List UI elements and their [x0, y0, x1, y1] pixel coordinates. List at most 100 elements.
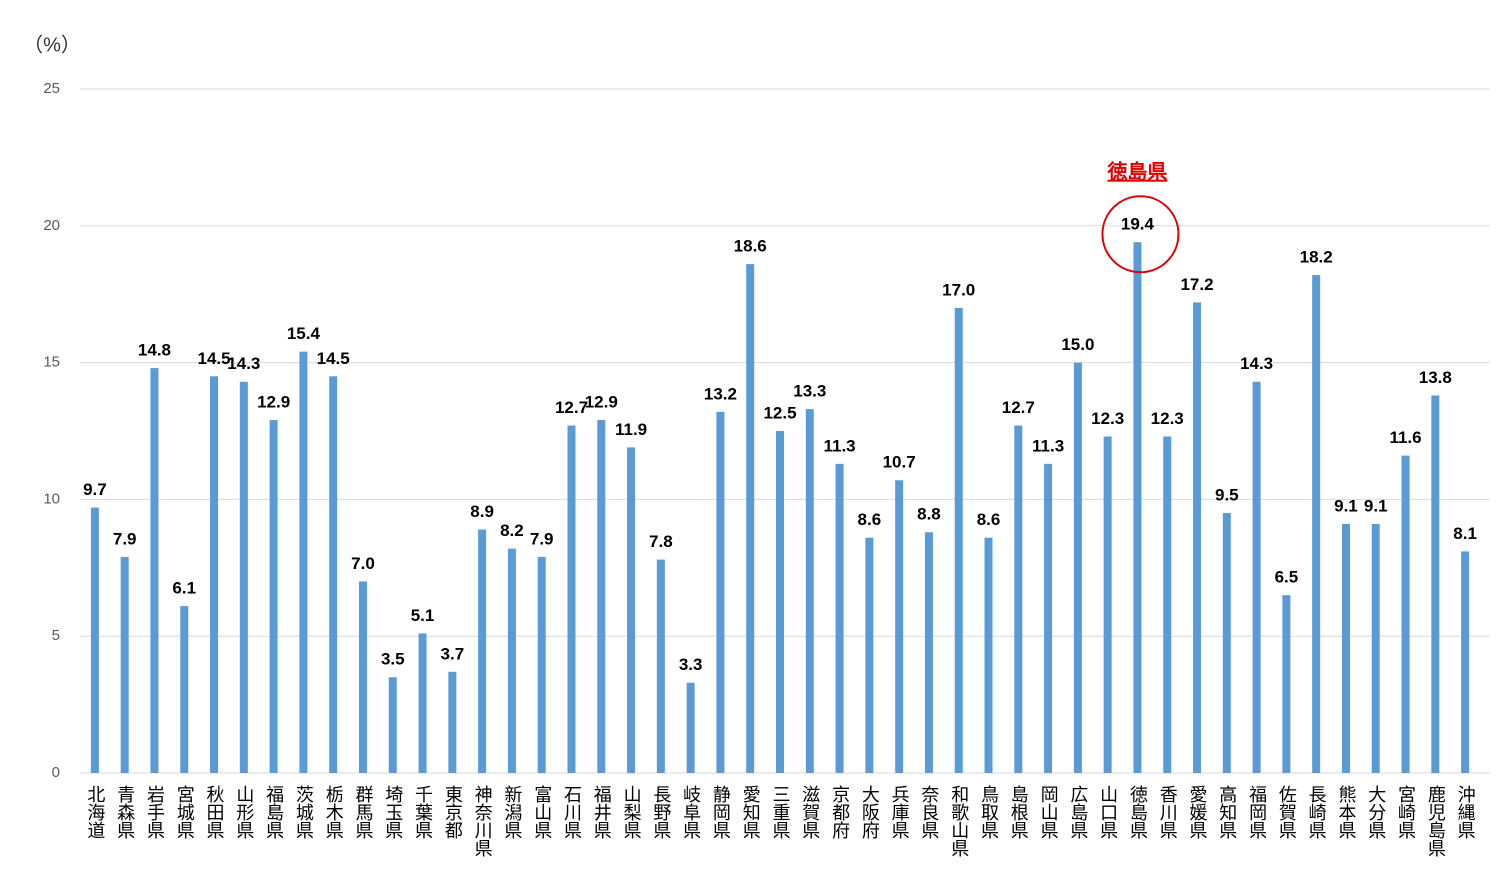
data-label: 19.4: [1121, 215, 1155, 234]
x-tick-label: 兵庫県: [889, 785, 910, 839]
data-label: 8.2: [500, 521, 524, 540]
x-tick-label: 福井県: [591, 785, 612, 839]
bar: [686, 682, 695, 773]
bar: [1431, 395, 1440, 773]
bar: [954, 307, 963, 773]
x-tick-label: 岡山県: [1038, 785, 1059, 839]
bar: [746, 264, 755, 773]
x-tick-label: 富山県: [531, 785, 552, 839]
bar: [776, 431, 784, 773]
bar: [388, 677, 397, 773]
data-label: 18.2: [1300, 248, 1333, 267]
bar: [984, 537, 993, 773]
data-label: 13.3: [793, 382, 826, 401]
data-label: 11.9: [615, 420, 647, 439]
x-tick-label: 愛知県: [740, 785, 761, 839]
x-tick-label: 長野県: [650, 785, 671, 839]
bar: [924, 532, 933, 773]
data-label: 13.2: [704, 384, 737, 403]
x-tick-label: 山梨県: [621, 785, 642, 839]
data-label: 17.2: [1180, 275, 1213, 294]
x-tick-label: 熊本県: [1335, 785, 1356, 839]
bar: [1312, 275, 1321, 773]
bar: [1073, 362, 1082, 773]
data-label: 12.3: [1151, 409, 1184, 428]
x-tick-label: 新潟県: [501, 785, 522, 839]
y-tick-label: 15: [43, 354, 60, 371]
x-tick-label: 秋田県: [204, 785, 225, 839]
x-tick-label: 香川県: [1157, 785, 1178, 839]
x-tick-label: 長崎県: [1306, 785, 1327, 839]
x-tick-label: 神奈川県: [472, 785, 493, 857]
data-label: 12.7: [1002, 398, 1035, 417]
bar: [865, 537, 874, 773]
x-tick-label: 埼玉県: [382, 785, 403, 839]
y-tick-label: 0: [52, 764, 60, 781]
x-tick-label: 北海道: [84, 785, 105, 839]
bar: [358, 581, 367, 773]
data-label: 14.3: [1240, 354, 1273, 373]
bar: [716, 411, 725, 773]
x-tick-label: 愛媛県: [1187, 785, 1208, 839]
bar: [90, 507, 99, 773]
bar: [597, 420, 606, 773]
x-tick-label: 広島県: [1067, 785, 1088, 839]
bar: [1014, 425, 1023, 773]
bar: [180, 606, 189, 773]
bar: [656, 559, 665, 773]
x-tick-label: 大分県: [1365, 785, 1386, 839]
data-label: 3.3: [679, 655, 703, 674]
bar: [1371, 524, 1380, 773]
x-tick-label: 島根県: [1008, 785, 1029, 839]
data-label: 11.3: [1032, 436, 1064, 455]
bar: [150, 368, 159, 773]
x-tick-label: 京都府: [829, 785, 850, 840]
data-label: 9.7: [83, 480, 107, 499]
x-tick-label: 大阪府: [859, 785, 880, 840]
data-label: 9.5: [1215, 486, 1239, 505]
y-tick-label: 10: [43, 490, 60, 507]
bar: [1282, 595, 1291, 773]
data-label: 7.0: [351, 554, 375, 573]
data-label: 3.5: [381, 650, 405, 669]
data-label: 3.7: [441, 644, 465, 663]
bar: [835, 463, 844, 773]
x-tick-label: 鳥取県: [978, 785, 999, 839]
x-tick-label: 高知県: [1216, 785, 1237, 839]
data-label: 7.8: [649, 532, 673, 551]
bar: [329, 376, 338, 773]
x-tick-label: 宮城県: [174, 785, 195, 839]
data-label: 8.9: [470, 502, 494, 521]
data-label: 6.1: [172, 579, 196, 598]
x-tick-label: 山口県: [1097, 785, 1118, 839]
bar: [507, 548, 516, 773]
y-tick-label: 20: [43, 217, 60, 234]
x-tick-label: 静岡県: [710, 785, 731, 839]
x-tick-label: 東京都: [442, 785, 463, 839]
data-label: 12.7: [555, 398, 588, 417]
data-label: 12.3: [1091, 409, 1124, 428]
data-label: 7.9: [113, 529, 137, 548]
data-label: 8.8: [917, 505, 941, 524]
x-tick-label: 栃木県: [323, 785, 344, 839]
data-label: 9.1: [1334, 497, 1358, 516]
data-label: 14.8: [138, 341, 171, 360]
x-tick-label: 石川県: [561, 785, 582, 839]
data-label: 14.5: [197, 349, 230, 368]
bar: [1103, 436, 1112, 773]
bar: [895, 480, 904, 773]
x-tick-label: 滋賀県: [799, 785, 820, 839]
x-tick-label: 沖縄県: [1455, 785, 1476, 839]
bar: [1044, 463, 1053, 773]
data-label: 9.1: [1364, 497, 1388, 516]
bar: [1193, 302, 1202, 773]
x-tick-label: 三重県: [770, 785, 791, 839]
data-label: 12.9: [585, 393, 618, 412]
data-label: 6.5: [1275, 568, 1299, 587]
y-tick-label: 25: [43, 80, 60, 97]
x-tick-label: 奈良県: [918, 785, 939, 839]
x-tick-label: 和歌山県: [948, 785, 969, 857]
bar: [299, 351, 308, 773]
data-label: 13.8: [1419, 368, 1452, 387]
bar: [1252, 381, 1261, 773]
